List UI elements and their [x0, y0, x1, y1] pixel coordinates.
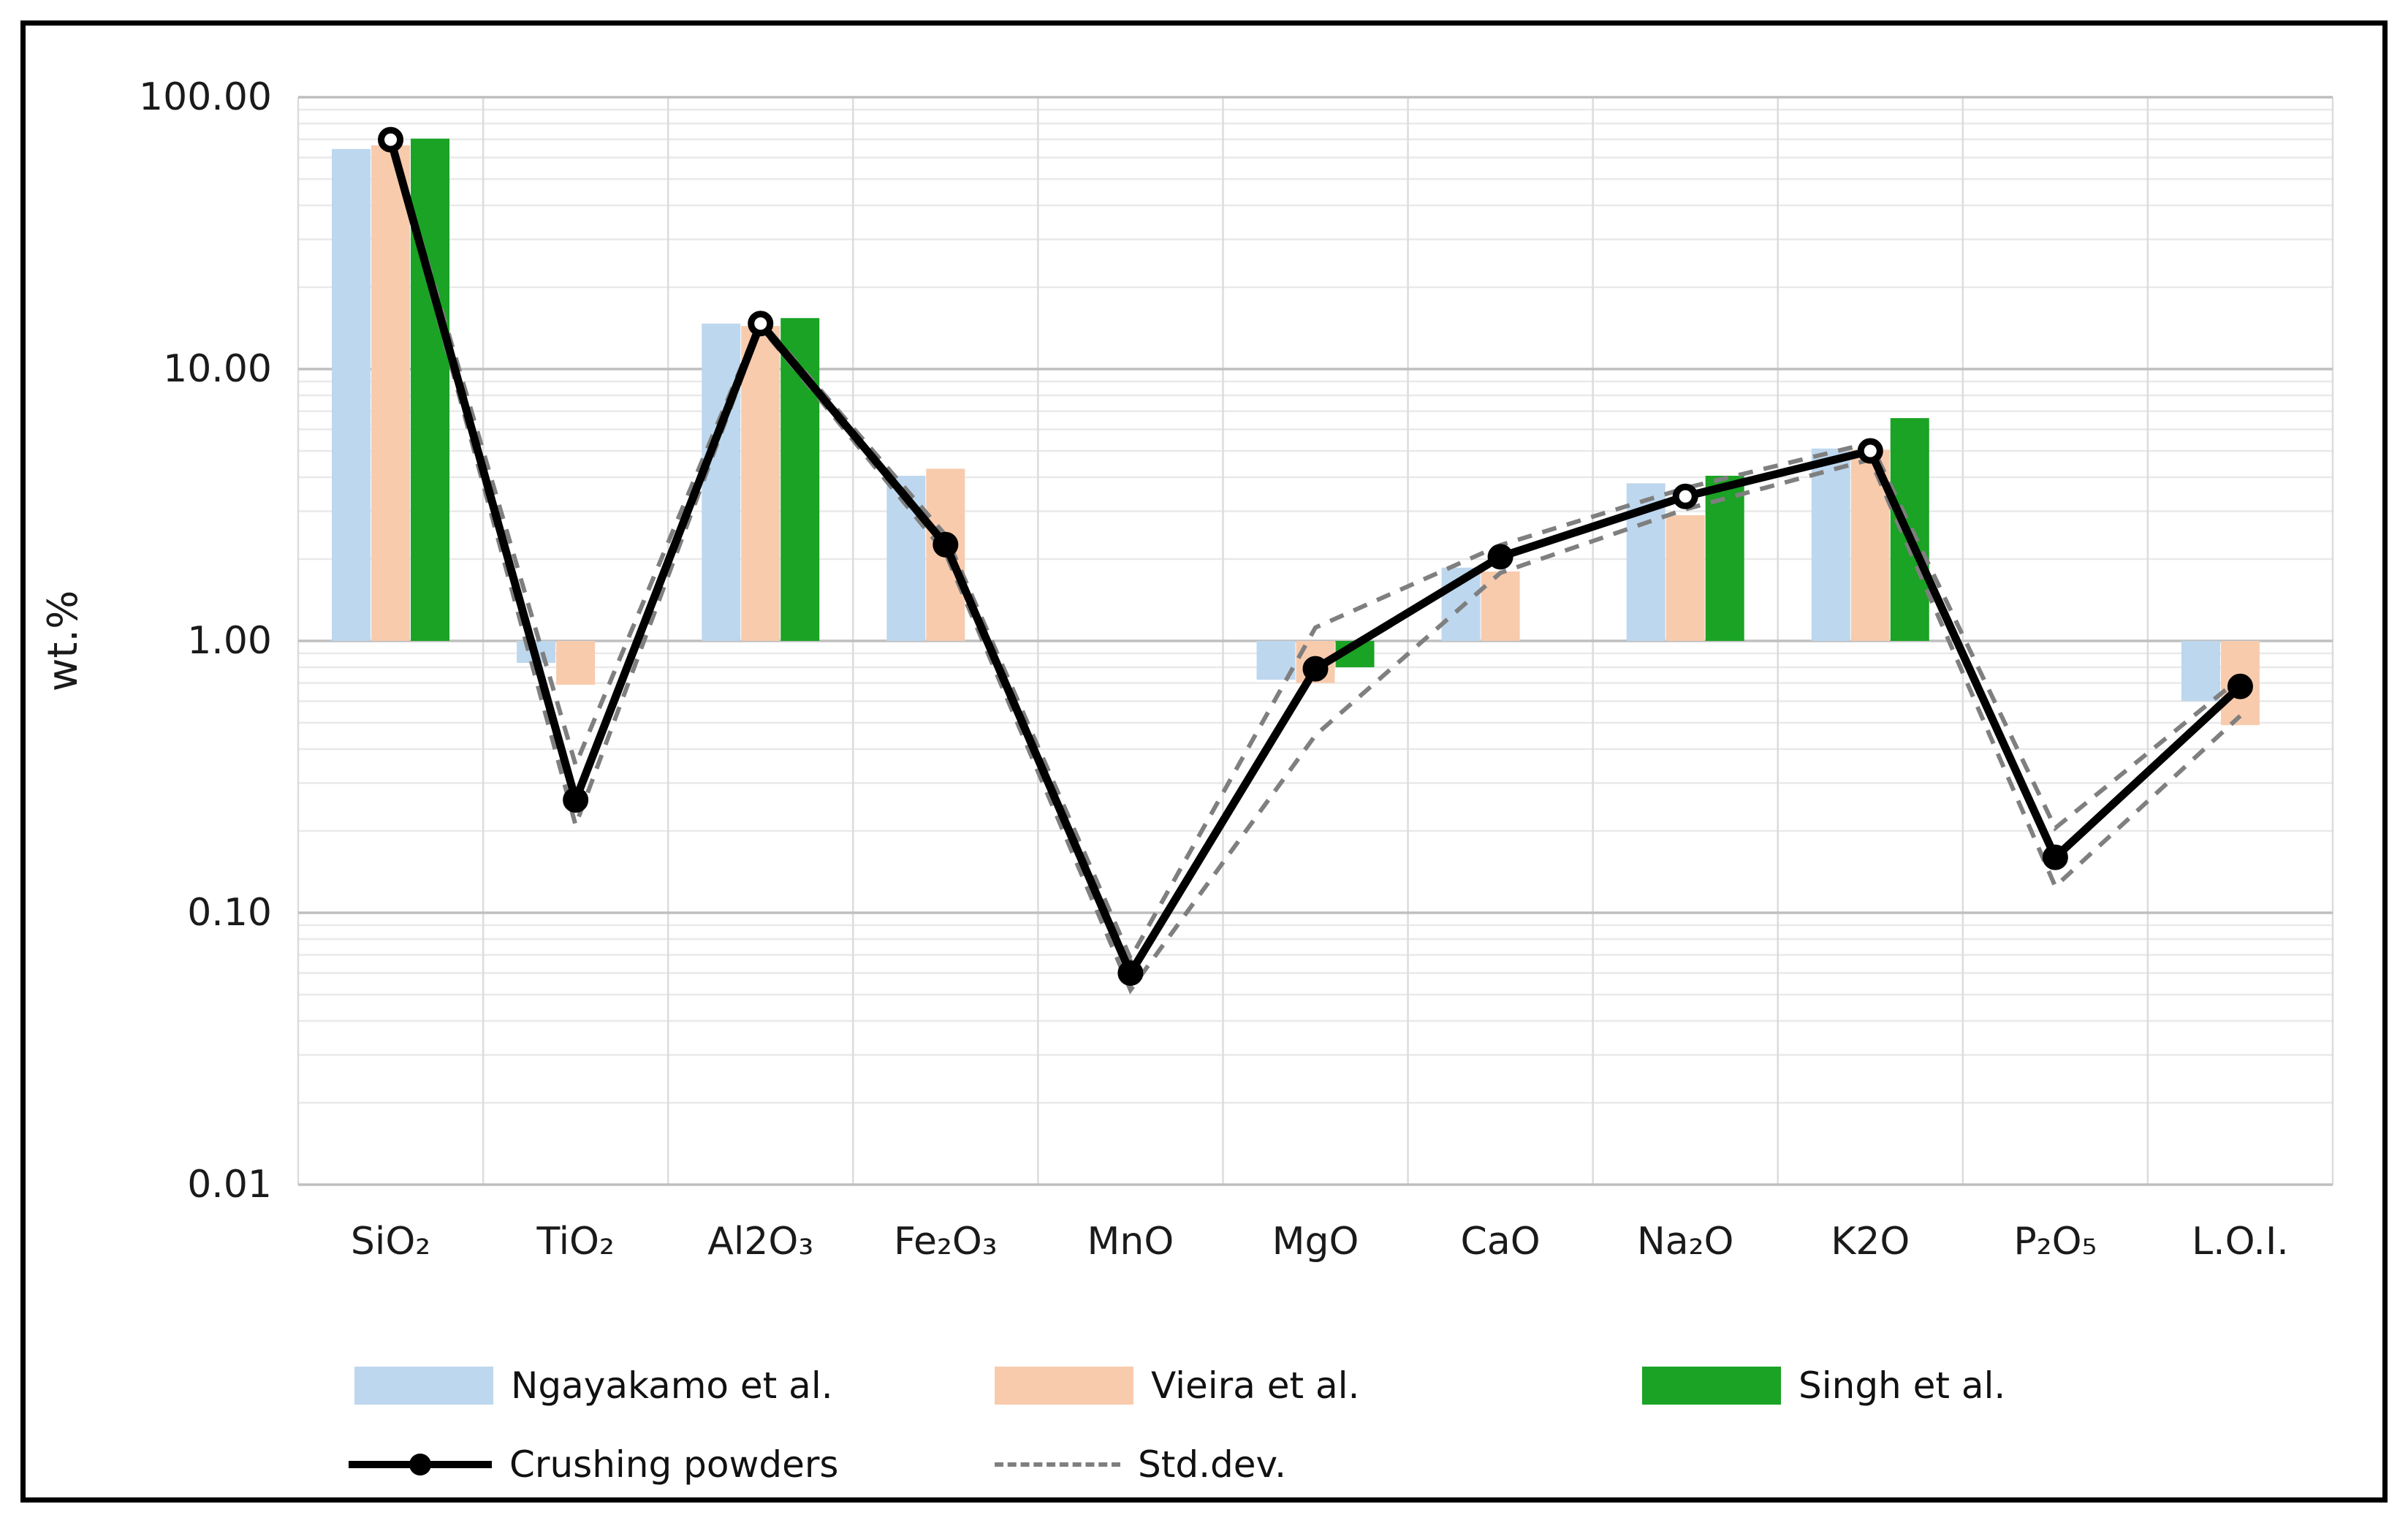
x-category-label: P₂O₅: [2013, 1220, 2097, 1264]
bar: [1666, 514, 1705, 641]
x-category-label: SiO₂: [351, 1220, 430, 1264]
x-category-label: Na₂O: [1637, 1220, 1734, 1264]
bar: [371, 145, 411, 642]
legend-item-crushing-powders: Crushing powders: [349, 1446, 838, 1484]
y-tick-label: 0.10: [187, 891, 272, 935]
y-tick-label: 100.00: [139, 75, 272, 119]
data-point-marker: [1672, 483, 1698, 509]
legend-item-singh: Singh et al.: [1642, 1367, 2005, 1405]
crushing-powders-line-swatch: [349, 1446, 492, 1484]
data-point-marker: [1302, 656, 1329, 682]
legend-label-ngayakamo: Ngayakamo et al.: [511, 1364, 833, 1407]
y-axis-title: wt.%: [39, 590, 87, 692]
legend-label-vieira: Vieira et al.: [1151, 1364, 1360, 1407]
x-category-label: Fe₂O₃: [894, 1220, 998, 1264]
data-point-marker: [2227, 673, 2253, 699]
bar: [702, 323, 741, 641]
bar: [741, 326, 780, 641]
x-category-label: MnO: [1087, 1220, 1174, 1264]
x-category-label: TiO₂: [536, 1220, 614, 1264]
data-point-marker: [933, 531, 959, 558]
bar: [411, 138, 450, 641]
data-point-marker: [748, 311, 774, 337]
legend-label-crushing-powders: Crushing powders: [509, 1443, 839, 1486]
stddev-upper-line: [388, 136, 2242, 964]
legend-label-singh: Singh et al.: [1799, 1364, 2006, 1407]
bar: [1481, 571, 1520, 641]
legend-label-stddev: Std.dev.: [1138, 1443, 1287, 1486]
x-category-label: CaO: [1461, 1220, 1541, 1264]
vieira-color-swatch: [995, 1367, 1133, 1405]
data-point-marker: [2042, 844, 2068, 870]
ngayakamo-color-swatch: [354, 1367, 493, 1405]
legend-marker-dot: [409, 1454, 431, 1475]
legend-item-stddev: Std.dev.: [995, 1446, 1286, 1484]
bar: [1811, 448, 1850, 641]
data-point-marker: [1487, 544, 1513, 570]
stddev-dash-swatch: [995, 1462, 1120, 1467]
x-category-label: Al2O₃: [707, 1220, 813, 1264]
singh-color-swatch: [1642, 1367, 1781, 1405]
legend-item-ngayakamo: Ngayakamo et al.: [354, 1367, 833, 1405]
y-tick-label: 10.00: [163, 347, 272, 391]
bar: [556, 641, 596, 685]
legend-item-vieira: Vieira et al.: [995, 1367, 1359, 1405]
x-category-label: L.O.I.: [2192, 1220, 2289, 1264]
x-category-label: MgO: [1272, 1220, 1359, 1264]
data-point-marker: [1117, 960, 1144, 987]
data-point-marker: [1857, 438, 1883, 464]
x-category-label: K2O: [1831, 1220, 1910, 1264]
data-point-marker: [563, 787, 589, 813]
data-point-marker: [378, 126, 404, 153]
bar: [332, 148, 371, 642]
y-tick-label: 0.01: [187, 1163, 272, 1207]
y-tick-label: 1.00: [187, 619, 272, 663]
bar: [2181, 641, 2220, 702]
